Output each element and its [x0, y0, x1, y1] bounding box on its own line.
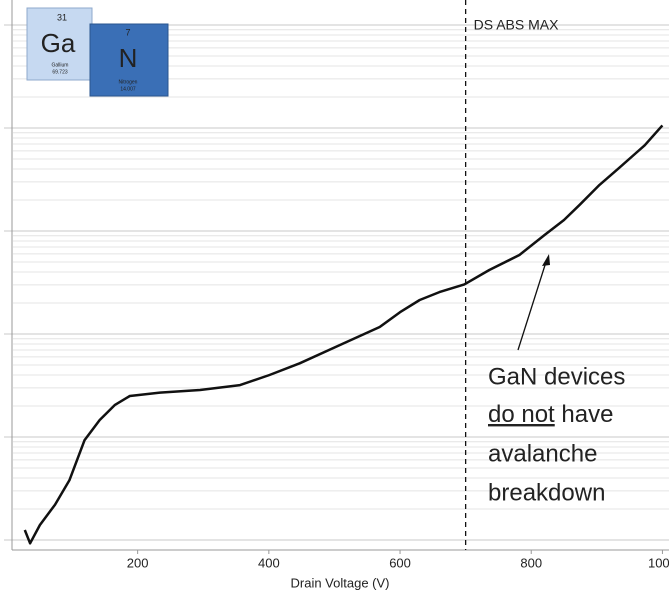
- arrow: [517, 261, 547, 351]
- x-tick-label: 200: [127, 555, 149, 570]
- annotation-line: breakdown: [488, 479, 605, 506]
- n-symbol: N: [119, 43, 138, 73]
- ga-number: 31: [57, 12, 67, 22]
- x-tick-label: 1000: [648, 555, 669, 570]
- n-mass: 14.007: [120, 86, 136, 92]
- data-line: [23, 124, 664, 545]
- n-tile: [89, 23, 169, 97]
- ga-name: Gallium: [52, 62, 69, 68]
- arrow-head: [542, 254, 550, 266]
- x-tick-label: 600: [389, 555, 411, 570]
- annotation-underlined: do not: [488, 401, 555, 428]
- x-axis-label: Drain Voltage (V): [291, 575, 390, 590]
- abs-max-label: DS ABS MAX: [474, 17, 559, 33]
- x-tick-label: 400: [258, 555, 280, 570]
- ga-mass: 69.723: [52, 69, 68, 75]
- annotation-line: do not have: [488, 401, 613, 428]
- grid: [4, 24, 669, 541]
- annotation-line: avalanche: [488, 440, 597, 467]
- x-tick-label: 800: [520, 555, 542, 570]
- annotation-line: GaN devices: [488, 363, 625, 390]
- annotation-text: have: [555, 401, 614, 428]
- ga-tile: [26, 7, 93, 81]
- ga-symbol: Ga: [41, 28, 76, 58]
- n-name: Nitrogen: [119, 79, 138, 85]
- n-number: 7: [125, 27, 130, 37]
